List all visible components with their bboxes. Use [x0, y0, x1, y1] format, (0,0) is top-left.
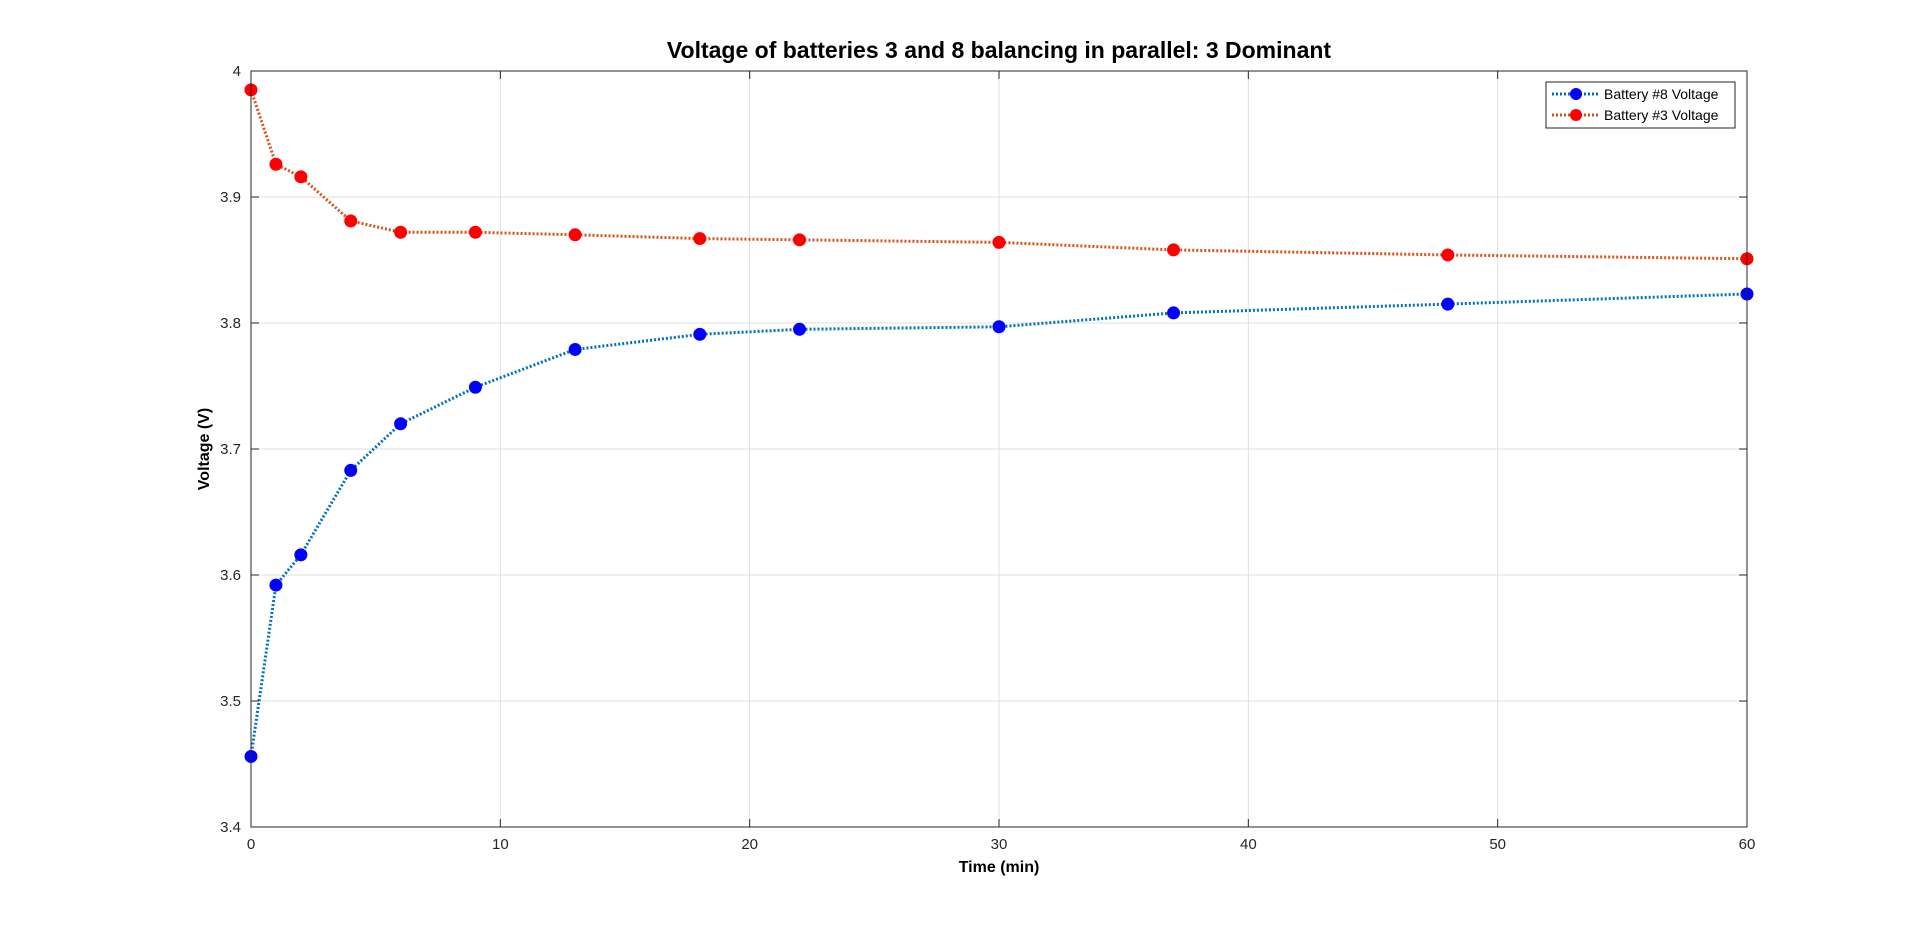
data-point — [793, 322, 807, 336]
data-point — [992, 235, 1006, 249]
legend: Battery #8 Voltage Battery #3 Voltage — [1545, 81, 1736, 129]
chart-title: Voltage of batteries 3 and 8 balancing i… — [667, 37, 1331, 63]
data-point — [468, 225, 482, 239]
x-tick-label: 0 — [247, 836, 255, 853]
x-tick-label: 20 — [741, 836, 758, 853]
x-tick-label: 60 — [1739, 836, 1756, 853]
legend-item: Battery #8 Voltage — [1552, 86, 1719, 102]
y-tick-label: 3.8 — [220, 315, 241, 332]
data-point — [344, 214, 358, 228]
data-point — [568, 342, 582, 356]
data-point — [1167, 243, 1181, 257]
y-tick-label: 3.7 — [220, 441, 241, 458]
y-tick-label: 3.5 — [220, 693, 241, 710]
data-point — [468, 380, 482, 394]
legend-label: Battery #3 Voltage — [1604, 107, 1719, 123]
y-tick-label: 4 — [233, 63, 241, 80]
x-tick-label: 30 — [991, 836, 1008, 853]
data-point — [1167, 306, 1181, 320]
data-point — [294, 548, 308, 562]
x-tick-label: 10 — [492, 836, 509, 853]
data-point — [394, 417, 408, 431]
series-1 — [244, 287, 1754, 763]
y-tick-label: 3.4 — [220, 819, 241, 836]
data-point — [294, 170, 308, 184]
data-point — [269, 157, 283, 171]
data-point — [1441, 248, 1455, 262]
legend-item: Battery #3 Voltage — [1552, 107, 1719, 123]
y-tick-label: 3.6 — [220, 567, 241, 584]
x-tick-label: 40 — [1240, 836, 1257, 853]
x-tick-label: 50 — [1489, 836, 1506, 853]
data-point — [1441, 297, 1455, 311]
data-point — [344, 463, 358, 477]
legend-marker — [1570, 109, 1582, 121]
y-axis-label: Voltage (V) — [196, 408, 213, 490]
series-layer — [244, 83, 1754, 763]
x-axis-label: Time (min) — [959, 859, 1040, 876]
y-tick-label: 3.9 — [220, 189, 241, 206]
legend-label: Battery #8 Voltage — [1604, 86, 1719, 102]
data-point — [992, 320, 1006, 334]
data-point — [394, 225, 408, 239]
data-point — [793, 233, 807, 247]
legend-marker — [1570, 88, 1582, 100]
axis-ticks: 0 10 20 30 40 50 60 3.4 3.5 3.6 3.7 3.8 3.9 4 — [220, 63, 1755, 853]
data-point — [568, 228, 582, 242]
data-point — [693, 327, 707, 341]
data-point — [269, 578, 283, 592]
data-point — [693, 232, 707, 246]
